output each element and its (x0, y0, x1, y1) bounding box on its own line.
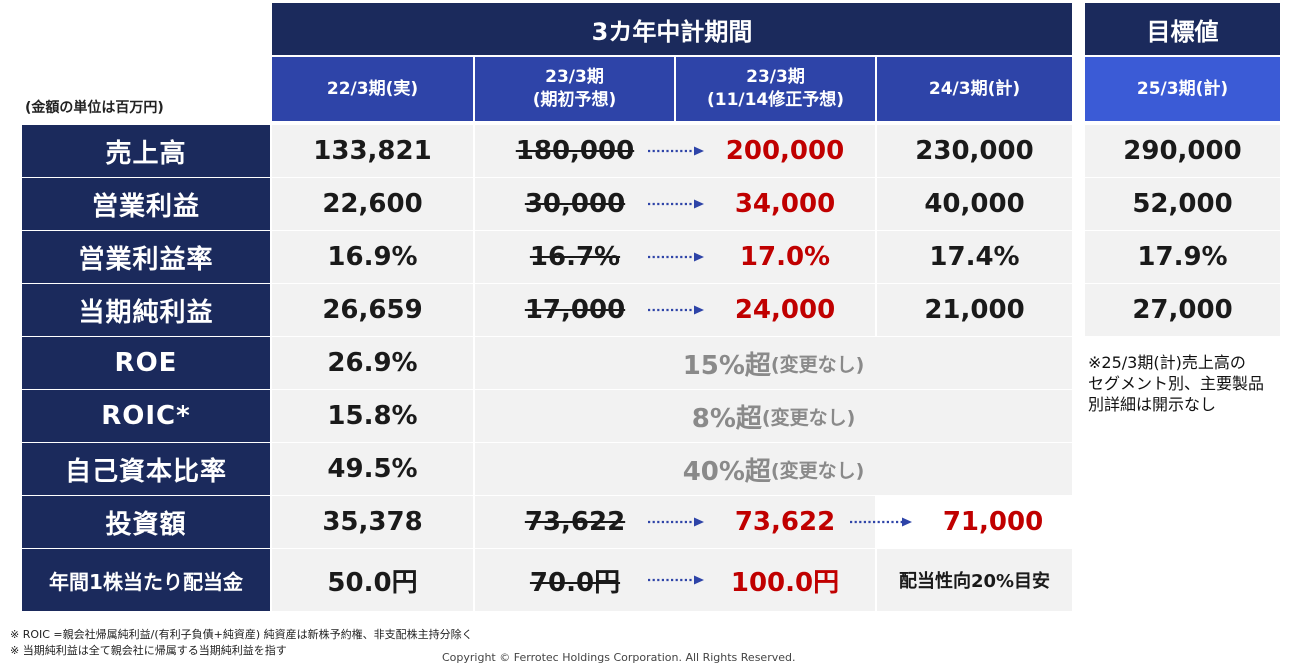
dotted-right-arrow-icon (648, 199, 704, 209)
target-value: 15%超 (682, 350, 771, 381)
plan-24-3-value: 230,000 (877, 125, 1072, 177)
initial-forecast-value: 70.0円 (505, 549, 645, 611)
struck-value: 30,000 (524, 189, 626, 219)
actual-22-3-value: 133,821 (272, 125, 473, 177)
struck-value: 16.7% (529, 242, 621, 272)
initial-forecast-value: 17,000 (505, 284, 645, 336)
row-label: 投資額 (22, 496, 270, 548)
actual-22-3-value: 35,378 (272, 496, 473, 548)
row-label: 自己資本比率 (22, 443, 270, 495)
column-header-line2: (期初予想) (532, 90, 617, 110)
no-change-note: (変更なし) (761, 406, 856, 429)
segment-disclosure-note: ※25/3期(計)売上高の セグメント別、主要製品 別詳細は開示なし (1088, 352, 1293, 415)
target-value: 40%超 (682, 456, 771, 487)
target-value: 8%超 (691, 403, 762, 434)
row-label: 営業利益 (22, 178, 270, 230)
target-merged-cell: 15%超 (変更なし) (475, 337, 1072, 389)
revised-forecast-value: 200,000 (725, 136, 845, 166)
column-header-23-3-initial: 23/3期 (期初予想) (475, 57, 674, 121)
unit-note: (金額の単位は百万円) (25, 100, 164, 116)
actual-22-3-value: 50.0円 (272, 549, 473, 611)
actual-22-3-value: 16.9% (272, 231, 473, 283)
column-header-line1: 25/3期(計) (1136, 78, 1229, 99)
actual-22-3-value: 15.8% (272, 390, 473, 442)
target-value-header: 目標値 (1085, 3, 1280, 55)
struck-value: 180,000 (515, 136, 635, 166)
row-label: 売上高 (22, 125, 270, 177)
target-merged-cell: 8%超 (変更なし) (475, 390, 1072, 442)
plan-24-3-value: 40,000 (877, 178, 1072, 230)
column-header-23-3-revised: 23/3期 (11/14修正予想) (676, 57, 875, 121)
plan-24-3-value: 17.4% (877, 231, 1072, 283)
dotted-right-arrow-icon (648, 517, 704, 527)
column-header-25-3: 25/3期(計) (1085, 57, 1280, 121)
dotted-right-arrow-icon (850, 517, 912, 527)
row-label: 当期純利益 (22, 284, 270, 336)
target-25-3-value: 27,000 (1085, 284, 1280, 336)
actual-22-3-value: 26,659 (272, 284, 473, 336)
revised-forecast-value: 34,000 (734, 189, 836, 219)
note-line: セグメント別、主要製品 (1088, 374, 1265, 393)
forecast-area (475, 231, 875, 283)
column-header-22-3: 22/3期(実) (272, 57, 473, 121)
note-line: ※25/3期(計)売上高の (1088, 353, 1246, 372)
target-merged-cell: 40%超 (変更なし) (475, 443, 1072, 495)
forecast-area (475, 496, 875, 548)
revised-forecast-value: 17.0% (739, 242, 831, 272)
initial-forecast-value: 180,000 (505, 125, 645, 177)
column-header-24-3: 24/3期(計) (877, 57, 1072, 121)
initial-forecast-value: 30,000 (505, 178, 645, 230)
mid-term-period-header: 3カ年中計期間 (272, 3, 1072, 55)
row-label: ROIC* (22, 390, 270, 442)
row-label: 年間1株当たり配当金 (22, 549, 270, 611)
forecast-area (475, 284, 875, 336)
column-header-line1: 23/3期 (545, 67, 604, 87)
footnote-net-income: ※ 当期純利益は全て親会社に帰属する当期純利益を指す (10, 644, 287, 657)
footnote-roic: ※ ROIC =親会社帰属純利益/(有利子負債+純資産) 純資産は新株予約権、非… (10, 628, 473, 641)
plan-24-3-value: 71,000 (942, 507, 1044, 537)
target-25-3-value: 17.9% (1085, 231, 1280, 283)
revised-forecast-value: 100.0円 (730, 567, 840, 598)
struck-value: 17,000 (524, 295, 626, 325)
target-25-3-value: 290,000 (1085, 125, 1280, 177)
initial-forecast-value: 16.7% (505, 231, 645, 283)
revised-forecast-value: 73,622 (734, 507, 836, 537)
forecast-area (475, 178, 875, 230)
forecast-area (475, 125, 875, 177)
plan-24-3-value: 21,000 (877, 284, 1072, 336)
payout-ratio-note: 配当性向20%目安 (877, 549, 1072, 611)
no-change-note: (変更なし) (770, 459, 865, 482)
forecast-area (475, 549, 875, 611)
column-header-line1: 24/3期(計) (928, 78, 1021, 99)
revised-forecast-value: 24,000 (734, 295, 836, 325)
actual-22-3-value: 26.9% (272, 337, 473, 389)
no-change-note: (変更なし) (770, 353, 865, 376)
column-header-line2: (11/14修正予想) (706, 90, 845, 110)
column-header-line1: 23/3期 (746, 67, 805, 87)
initial-forecast-value: 73,622 (505, 496, 645, 548)
row-label: 営業利益率 (22, 231, 270, 283)
copyright: Copyright © Ferrotec Holdings Corporatio… (442, 651, 796, 664)
row-label: ROE (22, 337, 270, 389)
dotted-right-arrow-icon (648, 305, 704, 315)
actual-22-3-value: 49.5% (272, 443, 473, 495)
note-line: 別詳細は開示なし (1088, 395, 1217, 414)
dotted-right-arrow-icon (648, 146, 704, 156)
struck-value: 70.0円 (529, 567, 621, 598)
struck-value: 73,622 (524, 507, 626, 537)
actual-22-3-value: 22,600 (272, 178, 473, 230)
dotted-right-arrow-icon (648, 575, 704, 585)
dotted-right-arrow-icon (648, 252, 704, 262)
target-25-3-value: 52,000 (1085, 178, 1280, 230)
column-header-line1: 22/3期(実) (326, 78, 419, 99)
